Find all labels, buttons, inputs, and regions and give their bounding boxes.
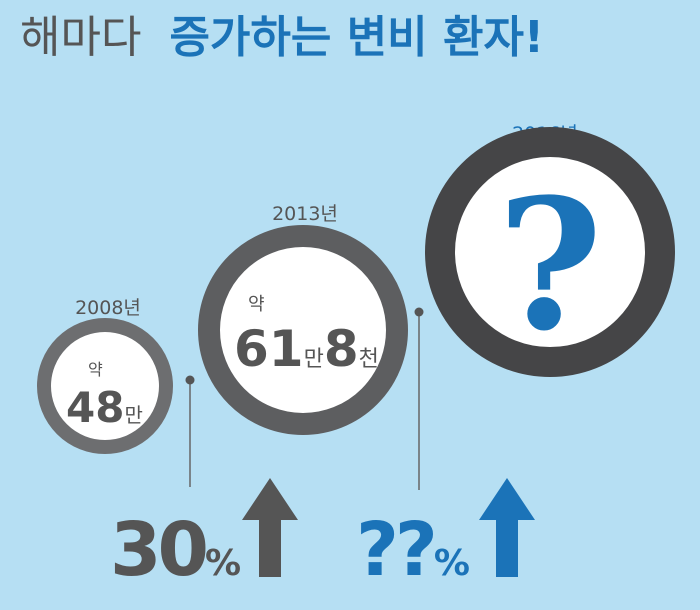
connector-dot bbox=[414, 307, 424, 317]
growth-number: ?? bbox=[356, 507, 434, 593]
prefix: 약 bbox=[248, 294, 265, 315]
growth-unit: % bbox=[205, 543, 241, 584]
circle-ring bbox=[37, 318, 173, 454]
arrow-up bbox=[242, 478, 298, 577]
title: 해마다 증가하는 변비 환자! bbox=[20, 12, 544, 63]
year-label: 2013년 bbox=[272, 203, 338, 225]
amount-unit: 만 bbox=[304, 347, 324, 372]
growth-unit: % bbox=[434, 543, 470, 584]
growth-number: 30 bbox=[110, 507, 205, 593]
year-label: 2008년 bbox=[75, 297, 141, 319]
prefix: 약 bbox=[88, 360, 103, 379]
amount: 48만 bbox=[66, 383, 143, 432]
circle-ring bbox=[425, 127, 675, 377]
connector-dot bbox=[185, 375, 195, 385]
amount-number: 61 bbox=[234, 320, 304, 378]
growth: 30% bbox=[110, 507, 241, 593]
title-emphasis: 증가하는 변비 환자! bbox=[169, 12, 544, 63]
amount-number: 48 bbox=[66, 383, 124, 432]
growth: ??% bbox=[356, 507, 470, 593]
circle-ring bbox=[198, 225, 408, 435]
amount-unit: 만 bbox=[124, 403, 142, 427]
arrow-up bbox=[479, 478, 535, 577]
amount-unit: 천 bbox=[359, 347, 379, 372]
title-lead: 해마다 bbox=[20, 12, 141, 63]
question-mark: ? bbox=[497, 160, 602, 371]
amount-number: 8 bbox=[324, 320, 359, 378]
amount: 61만8천 bbox=[234, 320, 379, 378]
